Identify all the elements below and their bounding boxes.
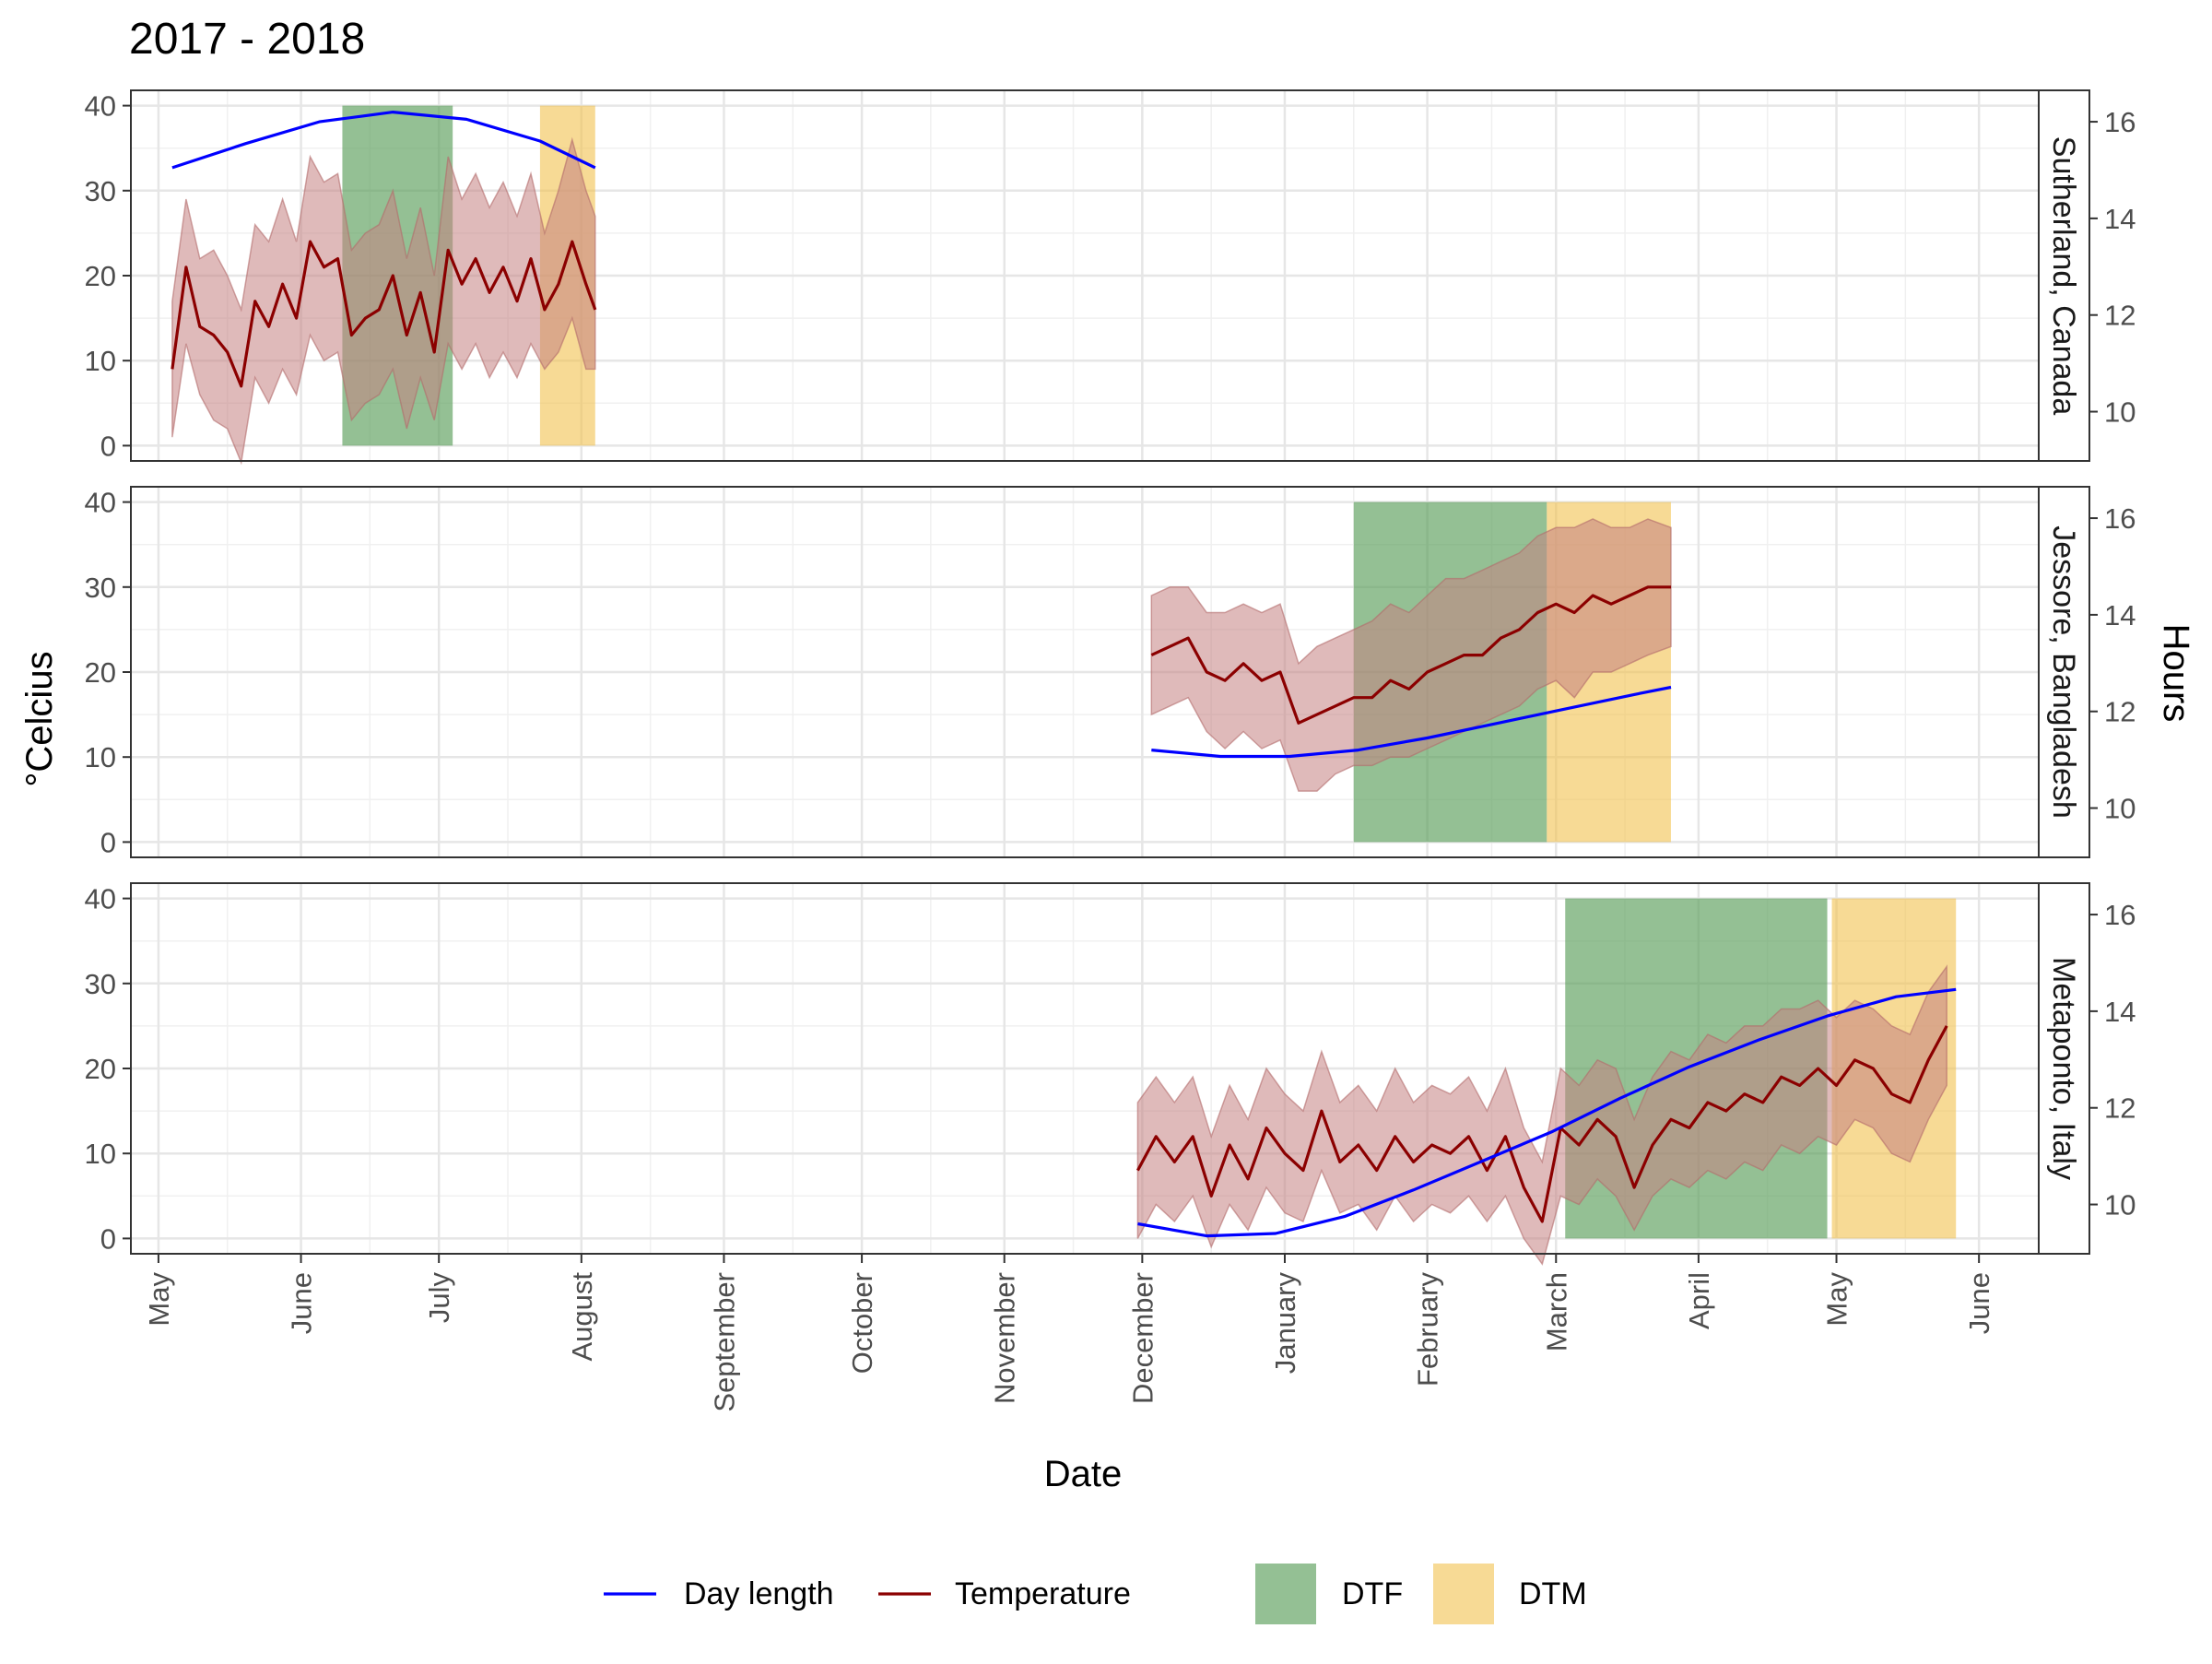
x-tick-label: November — [989, 1272, 1021, 1404]
y-right-tick-label: 16 — [2104, 502, 2136, 535]
y-left-tick-label: 0 — [100, 430, 116, 462]
legend-label-temperature: Temperature — [955, 1576, 1131, 1611]
y-right-tick-label: 10 — [2104, 1189, 2136, 1221]
y-axis-label-left: °Celcius — [19, 651, 60, 786]
legend-label-dtm: DTM — [1519, 1576, 1587, 1611]
x-tick-label: September — [708, 1272, 740, 1412]
x-tick-label: January — [1269, 1272, 1301, 1375]
facet-panel: 0 10 20 30 40 Metaponto, Italy 10 12 14 16 — [85, 882, 2136, 1266]
legend-label-day-length: Day length — [684, 1576, 834, 1611]
y-right-tick-label: 10 — [2104, 396, 2136, 429]
x-tick-label: May — [1821, 1272, 1853, 1327]
legend-key-dtm — [1433, 1564, 1494, 1624]
x-axis: May June July August September October Novembe… — [143, 1254, 1995, 1412]
y-left-tick-label: 20 — [85, 1053, 116, 1085]
y-left-tick-label: 40 — [85, 487, 116, 519]
facet-panel: 0 10 20 30 40 Sutherland, Canada 10 12 14 16 — [85, 89, 2136, 466]
x-tick-label: October — [846, 1272, 878, 1374]
y-right-tick-label: 14 — [2104, 996, 2136, 1028]
day-length-line — [1151, 685, 1672, 759]
y-left-tick-label: 10 — [85, 1138, 116, 1170]
legend-label-dtf: DTF — [1342, 1576, 1403, 1611]
y-left-tick-label: 20 — [85, 260, 116, 292]
facet-strip-label: Metaponto, Italy — [2046, 957, 2081, 1180]
y-right-tick-label: 14 — [2104, 599, 2136, 631]
x-tick-label: July — [423, 1272, 455, 1324]
facet-strip-label: Jessore, Bangladesh — [2046, 525, 2081, 819]
y-left-tick-label: 30 — [85, 968, 116, 1000]
day-length-line — [171, 110, 596, 170]
facet-panel: 0 10 20 30 40 Jessore, Bangladesh 10 12 14 16 — [85, 486, 2136, 858]
temperature-line — [171, 240, 597, 388]
x-tick-label: August — [566, 1272, 598, 1362]
temperature-line — [1150, 585, 1671, 725]
y-left-tick-label: 0 — [100, 1222, 116, 1255]
day-length-line — [1137, 987, 1957, 1238]
legend-key-dtf — [1255, 1564, 1316, 1624]
facet-strip — [2038, 89, 2090, 462]
x-tick-label: May — [143, 1272, 175, 1327]
temperature-line — [1135, 1025, 1948, 1223]
y-right-tick-label: 14 — [2104, 203, 2136, 235]
chart-title: 2017 - 2018 — [129, 15, 365, 64]
facet-strip-label: Sutherland, Canada — [2046, 136, 2081, 416]
y-right-tick-label: 16 — [2104, 899, 2136, 931]
x-tick-label: April — [1683, 1272, 1715, 1329]
x-tick-label: March — [1540, 1272, 1572, 1351]
x-tick-label: June — [286, 1272, 318, 1334]
x-axis-label: Date — [1044, 1454, 1123, 1494]
y-right-tick-label: 12 — [2104, 1092, 2136, 1125]
y-right-tick-label: 16 — [2104, 106, 2136, 138]
y-right-tick-label: 10 — [2104, 793, 2136, 825]
temperature-ribbon — [1150, 518, 1672, 792]
y-left-tick-label: 10 — [85, 741, 116, 773]
y-left-tick-label: 30 — [85, 572, 116, 604]
facet-strip — [2038, 486, 2090, 858]
y-left-tick-label: 10 — [85, 345, 116, 377]
y-left-tick-label: 40 — [85, 883, 116, 915]
legend: Day length Temperature DTF DTM — [604, 1564, 1587, 1624]
x-tick-label: December — [1126, 1272, 1159, 1404]
x-tick-label: February — [1412, 1272, 1444, 1387]
x-tick-label: June — [1963, 1272, 1995, 1334]
panels-layer: 0 10 20 30 40 Sutherland, Canada 10 12 14 16 0 10 20… — [85, 89, 2136, 1266]
y-right-tick-label: 12 — [2104, 696, 2136, 728]
y-left-tick-label: 40 — [85, 90, 116, 123]
y-right-tick-label: 12 — [2104, 300, 2136, 332]
y-left-tick-label: 30 — [85, 175, 116, 207]
y-left-tick-label: 20 — [85, 656, 116, 689]
y-axis-label-right: Hours — [2156, 624, 2196, 723]
y-left-tick-label: 0 — [100, 826, 116, 858]
